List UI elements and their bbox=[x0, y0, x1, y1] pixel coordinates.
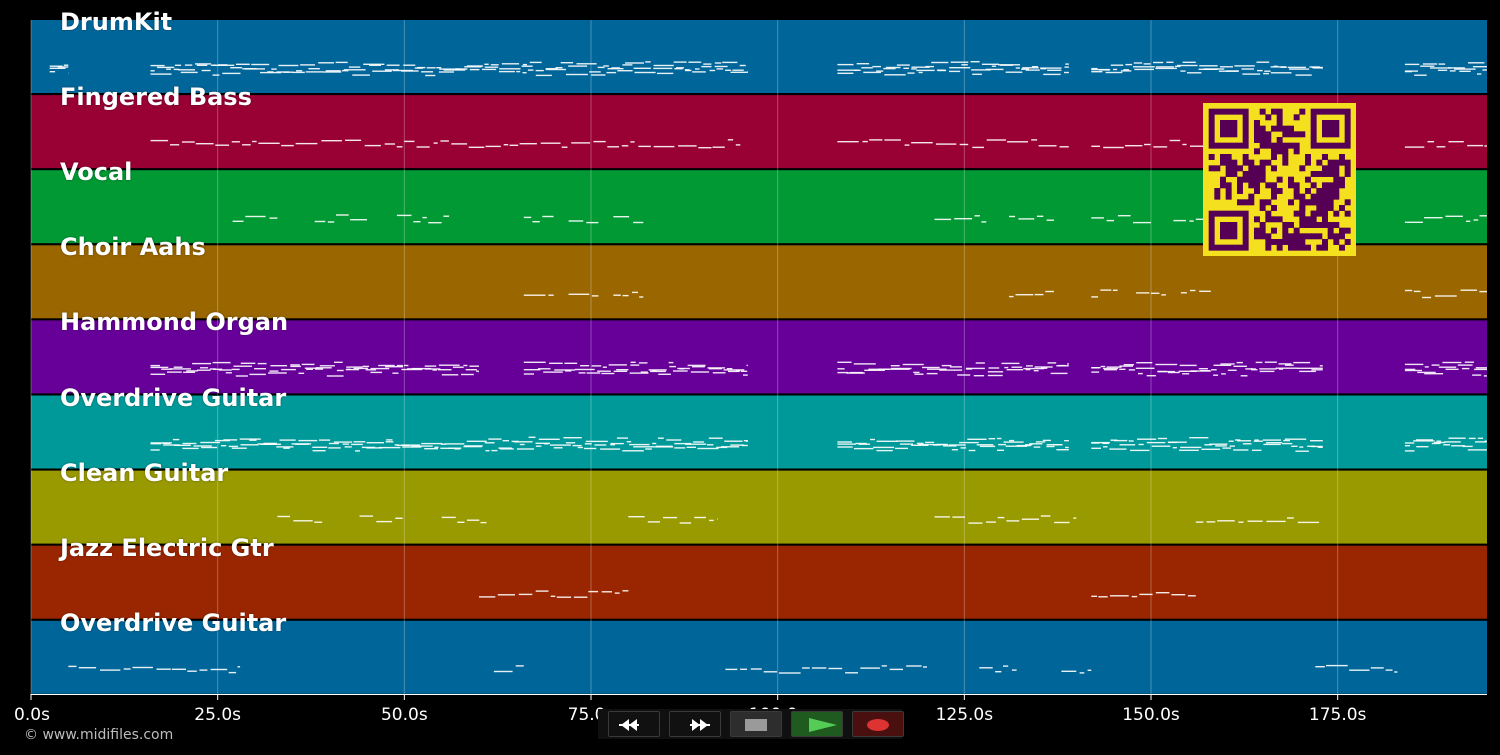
record-button[interactable] bbox=[852, 711, 904, 737]
track-name: DrumKit bbox=[60, 8, 173, 36]
copyright-text: © www.midifiles.com bbox=[24, 727, 174, 743]
fast-forward-icon bbox=[690, 719, 710, 731]
rewind-icon bbox=[619, 719, 639, 731]
track-name: Vocal bbox=[60, 158, 133, 187]
track-name: Jazz Electric Gtr bbox=[60, 533, 274, 562]
track-lane bbox=[31, 620, 1487, 694]
track-name: Hammond Organ bbox=[60, 308, 289, 337]
track-name: Choir Aahs bbox=[60, 233, 206, 262]
fast-forward-button[interactable] bbox=[669, 711, 721, 737]
axis-tick-label: 25.0s bbox=[194, 705, 242, 725]
track-name: Clean Guitar bbox=[60, 458, 229, 487]
note-blocks bbox=[49, 61, 1487, 674]
track-lane bbox=[31, 245, 1487, 319]
stop-button[interactable] bbox=[730, 711, 782, 737]
axis-tick-label: 175.0s bbox=[1308, 705, 1367, 725]
stop-icon bbox=[745, 719, 767, 731]
track-lane bbox=[31, 20, 1487, 93]
axis-tick-label: 0.0s bbox=[14, 705, 50, 725]
track-lane bbox=[31, 545, 1487, 619]
track-lane bbox=[31, 320, 1487, 394]
axis-tick-label: 50.0s bbox=[380, 705, 428, 725]
play-icon bbox=[809, 718, 837, 732]
axis-tick-label: 150.0s bbox=[1122, 705, 1180, 725]
record-icon bbox=[867, 719, 889, 731]
track-name: Overdrive Guitar bbox=[60, 608, 287, 637]
track-lane bbox=[31, 395, 1487, 469]
axis-tick-label: 125.0s bbox=[935, 705, 994, 725]
qr-code bbox=[1203, 103, 1356, 256]
rewind-button[interactable] bbox=[608, 711, 660, 737]
play-button[interactable] bbox=[791, 711, 843, 737]
transport-controls bbox=[598, 709, 904, 739]
track-name: Fingered Bass bbox=[60, 83, 252, 112]
track-lane bbox=[31, 470, 1487, 544]
track-name: Overdrive Guitar bbox=[60, 383, 287, 412]
